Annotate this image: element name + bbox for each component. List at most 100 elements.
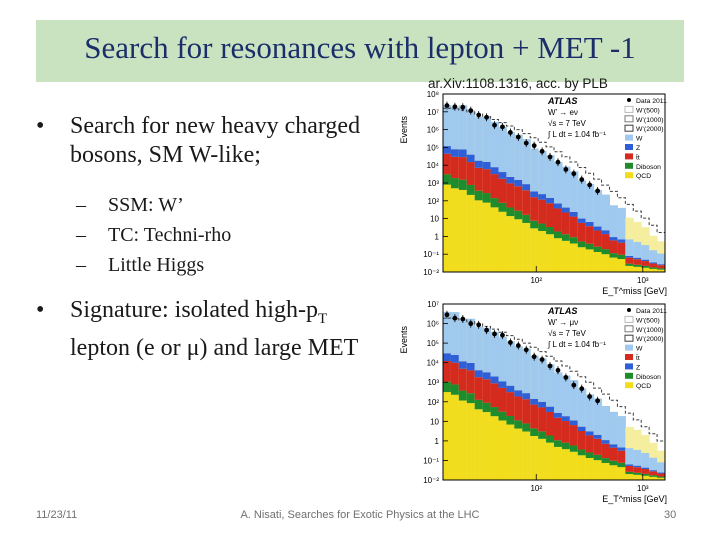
stack-bar-z (450, 149, 460, 157)
y-tick-label: 10⁷ (427, 300, 439, 309)
stack-bar-qcd (554, 238, 563, 272)
stack-bar-diboson (522, 214, 531, 223)
stack-bar-qcd (530, 228, 539, 272)
stack-bar-z (577, 426, 587, 431)
stack-bar-diboson (585, 452, 595, 458)
stack-bar-ttbar (577, 222, 587, 242)
luminosity-label: ∫ L dt = 1.04 fb⁻¹ (547, 130, 606, 139)
signal-line-wprime (443, 317, 665, 442)
stack-bar-diboson (490, 198, 499, 208)
stack-bar-ttbar (609, 240, 618, 254)
stack-bar-qcd (554, 446, 563, 480)
stack-bar-qcd (633, 266, 642, 272)
stack-bar-diboson (617, 254, 626, 260)
stack-bar-ttbar (450, 156, 460, 179)
legend-label: W (636, 346, 643, 353)
stack-bar-qcd (577, 455, 587, 480)
stack-bar-ttbar (466, 162, 476, 185)
stack-bar-qcd (482, 202, 492, 272)
stack-bar-qcd (538, 438, 547, 480)
stack-bar-diboson (450, 178, 460, 189)
stack-bar-diboson (617, 462, 626, 468)
stack-bar-w (657, 253, 666, 265)
stack-bar-z (546, 197, 555, 204)
stack-bar-ttbar (546, 203, 555, 228)
stack-bar-z (569, 420, 579, 426)
stack-bar-w (450, 107, 460, 150)
legend-swatch-background (625, 363, 633, 370)
stack-bar-ttbar (514, 396, 523, 421)
footer-page-number: 30 (664, 509, 677, 521)
stack-bar-z (633, 465, 642, 468)
stack-bar-diboson (657, 268, 666, 270)
bullet-item: • Search for new heavy charged bosons, S… (34, 112, 374, 170)
stack-bar-qcd (482, 412, 492, 480)
sub-bullet-dash: – (76, 224, 86, 246)
stack-bar-z (530, 191, 539, 198)
stack-bar-diboson (601, 249, 610, 255)
stack-bar-diboson (530, 428, 539, 436)
y-tick-label: 10² (427, 197, 439, 206)
x-tick-label: 10² (530, 484, 542, 493)
stack-bar-z (625, 464, 634, 466)
stack-bar-diboson (458, 390, 468, 401)
stack-bar-diboson (482, 402, 492, 413)
stack-bar-w (569, 171, 579, 212)
y-axis-label: Events (399, 326, 409, 354)
stack-bar-qcd (609, 257, 618, 272)
stack-bar-w (490, 121, 499, 168)
stack-bar-z (482, 161, 492, 170)
stack-bar-qcd (585, 457, 595, 480)
stack-bar-z (609, 444, 618, 448)
legend-label: W’(2000) (636, 336, 664, 343)
stack-bar-w (474, 326, 484, 371)
stack-bar-w (514, 134, 523, 180)
stack-bar-ttbar (609, 447, 618, 461)
slide-title: Search for resonances with lepton + MET … (84, 30, 636, 65)
y-tick-label: 10³ (427, 179, 439, 188)
sub-bullet-list: – SSM: W’ – TC: Techni-rho – Little Higgs (34, 190, 374, 280)
stack-bar-w (538, 358, 547, 402)
atlas-label: ATLAS (547, 96, 577, 106)
x-tick-label: 10³ (637, 276, 649, 285)
stack-bar-z (569, 211, 579, 217)
title-band (36, 20, 684, 82)
stack-bar-z (593, 434, 603, 439)
stack-bar-qcd (474, 409, 484, 480)
y-tick-label: 10⁻¹ (423, 250, 439, 259)
stack-bar-z (546, 406, 555, 412)
stack-bar-ttbar (522, 399, 531, 424)
energy-label: √s = 7 TeV (548, 119, 586, 128)
stack-bar-diboson (538, 431, 547, 439)
stack-bar-w (577, 180, 587, 219)
stack-bar-diboson (625, 263, 634, 266)
y-tick-label: 10⁵ (427, 339, 439, 348)
stack-bar-z (585, 431, 595, 436)
stack-bar-diboson (601, 458, 610, 463)
legend-label: W (636, 136, 643, 143)
stack-bar-ttbar (577, 430, 587, 450)
sub-bullet-dash: – (76, 254, 86, 276)
stack-bar-w (530, 355, 539, 399)
x-axis-label: E_T^miss [GeV] (602, 494, 667, 504)
bullet-dot: • (36, 113, 45, 139)
stack-bar-ttbar (561, 421, 571, 443)
stack-bar-qcd (546, 234, 555, 272)
stack-bar-z (443, 353, 452, 362)
stack-bar-ttbar (466, 370, 476, 394)
stack-bar-w (609, 205, 618, 238)
stack-bar-z (585, 221, 595, 227)
stack-bar-z (554, 203, 563, 209)
legend-label: W’(1000) (636, 327, 664, 334)
legend-label: W’(500) (636, 317, 660, 324)
legend-label: Data 2011 (636, 98, 667, 105)
stack-bar-diboson (569, 237, 579, 244)
stack-bar-w (466, 110, 476, 155)
stack-bar-diboson (530, 220, 539, 229)
bullet-text-part: Signature: isolated high-p (70, 297, 318, 323)
x-tick-label: 10³ (637, 484, 649, 493)
stack-bar-z (498, 172, 507, 179)
stack-bar-ttbar (617, 242, 626, 255)
stack-bar-qcd (561, 240, 571, 272)
